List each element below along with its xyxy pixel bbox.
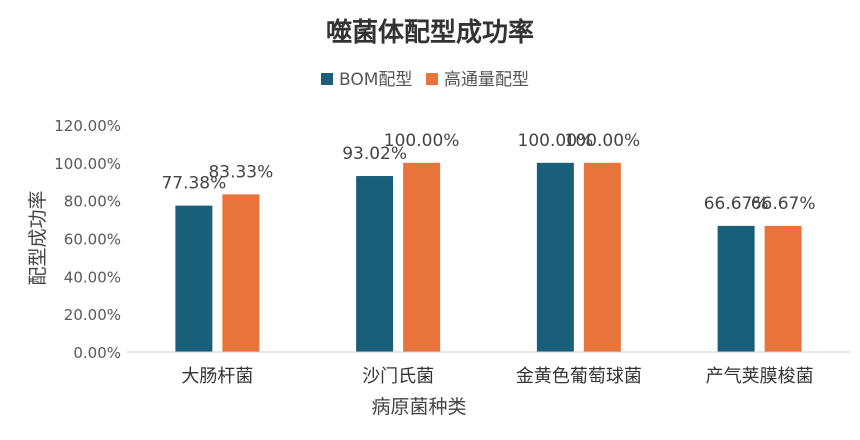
y-axis-ticks: 0.00% 20.00% 40.00% 60.00% 80.00% 100.00% 120.… [54, 117, 121, 362]
x-axis-ticks: 大肠杆菌 沙门氏菌 金黄色葡萄球菌 产气荚膜梭菌 [181, 366, 813, 387]
data-label-1-2: 100.00% [565, 131, 641, 151]
legend-label-1: 高通量配型 [444, 70, 529, 90]
legend: BOM配型 高通量配型 [321, 70, 529, 90]
data-label-1-3: 66.67% [751, 194, 816, 214]
bar-1-3 [764, 225, 802, 352]
bar-1-2 [583, 162, 621, 352]
y-tick-label: 60.00% [64, 231, 121, 249]
bar-1-0 [222, 194, 260, 352]
data-label-0-2: 100.00% [518, 131, 594, 151]
x-tick-label: 金黄色葡萄球菌 [516, 366, 642, 387]
x-tick-label: 沙门氏菌 [362, 366, 434, 387]
data-label-0-0: 77.38% [161, 174, 226, 194]
y-tick-label: 80.00% [64, 193, 121, 211]
data-label-1-0: 83.33% [208, 162, 273, 182]
bar-0-1 [356, 176, 394, 352]
chart-title: 噬菌体配型成功率 [326, 17, 534, 48]
legend-swatch-1 [426, 73, 438, 85]
x-tick-label: 产气荚膜梭菌 [706, 366, 814, 387]
y-axis-title: 配型成功率 [27, 190, 49, 285]
data-labels: 77.38%83.33%93.02%100.00% 100.00%100.00%6… [161, 131, 815, 214]
x-axis-title: 病原菌种类 [371, 396, 466, 418]
y-tick-label: 20.00% [64, 306, 121, 324]
y-tick-label: 40.00% [64, 268, 121, 286]
legend-swatch-0 [321, 73, 333, 85]
bars [175, 162, 802, 352]
y-tick-label: 120.00% [54, 117, 121, 135]
legend-label-0: BOM配型 [339, 70, 412, 90]
y-tick-label: 100.00% [54, 155, 121, 173]
bar-1-1 [403, 162, 441, 352]
bar-0-0 [175, 205, 213, 352]
data-label-1-1: 100.00% [384, 131, 460, 151]
x-tick-label: 大肠杆菌 [181, 366, 253, 387]
bar-0-3 [717, 225, 755, 352]
data-label-0-1: 93.02% [342, 144, 407, 164]
y-tick-label: 0.00% [73, 344, 121, 362]
bar-0-2 [536, 162, 574, 352]
data-label-0-3: 66.67% [704, 194, 769, 214]
